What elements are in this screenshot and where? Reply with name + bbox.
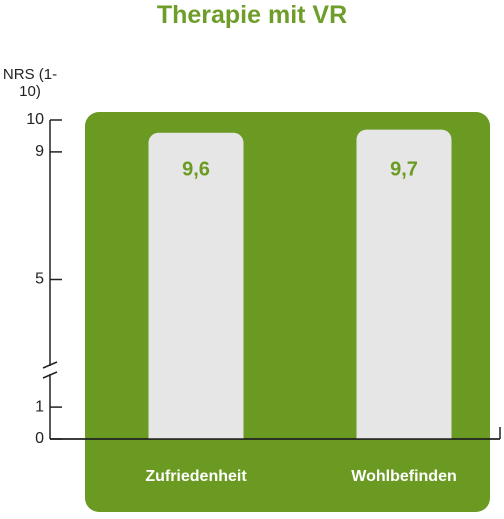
chart-title: Therapie mit VR — [156, 1, 348, 29]
bar-foot — [148, 427, 244, 439]
bar — [356, 129, 452, 439]
axis-break — [42, 371, 58, 379]
value-label: 9,6 — [182, 158, 210, 180]
axis-break-gap — [42, 366, 58, 374]
y-tick-label: 9 — [35, 143, 44, 160]
value-label: 9,7 — [390, 158, 418, 180]
x-tick-label: Zufriedenheit — [145, 468, 247, 485]
y-tick-label: 1 — [35, 398, 44, 415]
y-axis-label: NRS (1-10) — [2, 66, 58, 100]
y-tick-label: 10 — [26, 111, 44, 128]
y-tick-label: 5 — [35, 271, 44, 288]
bar-foot — [356, 427, 452, 439]
axis-break — [42, 361, 58, 369]
bar — [148, 132, 244, 439]
x-tick-label: Wohlbefinden — [351, 468, 456, 485]
y-tick-label: 0 — [35, 430, 44, 447]
